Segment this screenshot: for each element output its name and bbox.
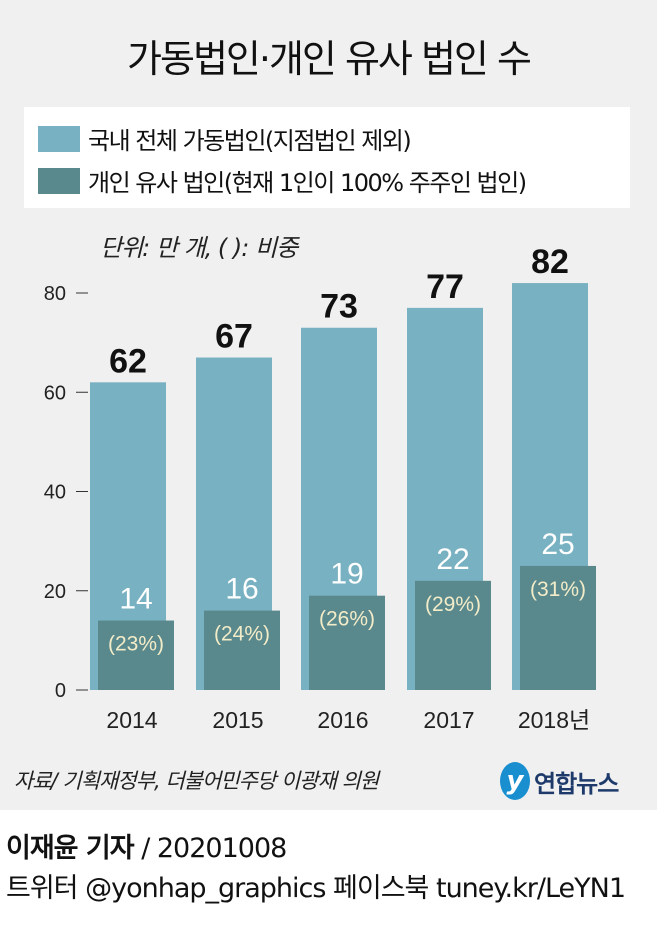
bar-individual (415, 580, 491, 690)
legend-label-individual: 개인 유사 법인(현재 1인이 100% 주주인 법인) (88, 169, 527, 197)
share-label: (26%) (319, 608, 375, 631)
value-label-total: 82 (531, 243, 569, 281)
x-tick-label: 2015 (212, 707, 263, 733)
legend-swatch-total (38, 125, 80, 152)
y-tick-label: 60 (44, 382, 66, 404)
value-label-total: 77 (426, 268, 464, 306)
legend-swatch-individual (38, 167, 80, 194)
x-tick-label: 2017 (423, 707, 474, 733)
x-tick-label: 2016 (317, 707, 368, 733)
x-tick-label: 2018년 (518, 707, 590, 733)
chart-title: 가동법인·개인 유사 법인 수 (127, 37, 532, 81)
value-label-total: 62 (109, 342, 147, 380)
share-label: (24%) (214, 623, 270, 646)
source-note: 자료/ 기획재정부, 더불어민주당 이광재 의원 (14, 769, 379, 793)
reporter: 이재윤 기자 (6, 833, 135, 864)
credit-line: 이재윤 기자 / 20201008 (6, 826, 287, 865)
legend-item-total: 국내 전체 가동법인(지점법인 제외) (38, 121, 412, 156)
social-line: 트위터 @yonhap_graphics 페이스북 tuney.kr/LeYN1 (6, 873, 626, 904)
value-label-individual: 22 (436, 543, 469, 576)
logo-text: 연합뉴스 (534, 769, 619, 798)
value-label-individual: 19 (330, 558, 363, 591)
y-tick-label: 0 (55, 680, 66, 702)
legend-label-total: 국내 전체 가동법인(지점법인 제외) (88, 127, 412, 155)
share-label: (29%) (425, 593, 481, 616)
value-label-individual: 25 (541, 528, 574, 561)
yonhap-logo-icon: y (500, 762, 530, 800)
unit-note: 단위: 만 개, ( ): 비중 (100, 234, 298, 262)
y-tick-label: 20 (44, 581, 66, 603)
share-label: (23%) (108, 633, 164, 656)
share-label: (31%) (530, 578, 586, 601)
x-tick-label: 2014 (106, 707, 157, 733)
yonhap-logo: y 연합뉴스 (500, 762, 619, 800)
y-tick-label: 80 (44, 283, 66, 305)
value-label-individual: 14 (119, 583, 152, 616)
bar-individual (520, 565, 596, 690)
date: / 20201008 (133, 833, 287, 864)
bar-individual (309, 595, 385, 690)
value-label-total: 73 (320, 288, 358, 326)
y-tick-label: 40 (44, 482, 66, 504)
bar-chart: 0 20 40 60 80 62 14 (23%) 2014 67 16 (24%) 2015 73 19 (… (44, 243, 596, 733)
bar-individual (204, 610, 280, 690)
value-label-total: 67 (215, 318, 253, 356)
value-label-individual: 16 (225, 573, 258, 606)
legend-item-individual: 개인 유사 법인(현재 1인이 100% 주주인 법인) (38, 163, 527, 198)
legend: 국내 전체 가동법인(지점법인 제외) 개인 유사 법인(현재 1인이 100%… (24, 107, 630, 208)
bar-individual (98, 620, 174, 690)
